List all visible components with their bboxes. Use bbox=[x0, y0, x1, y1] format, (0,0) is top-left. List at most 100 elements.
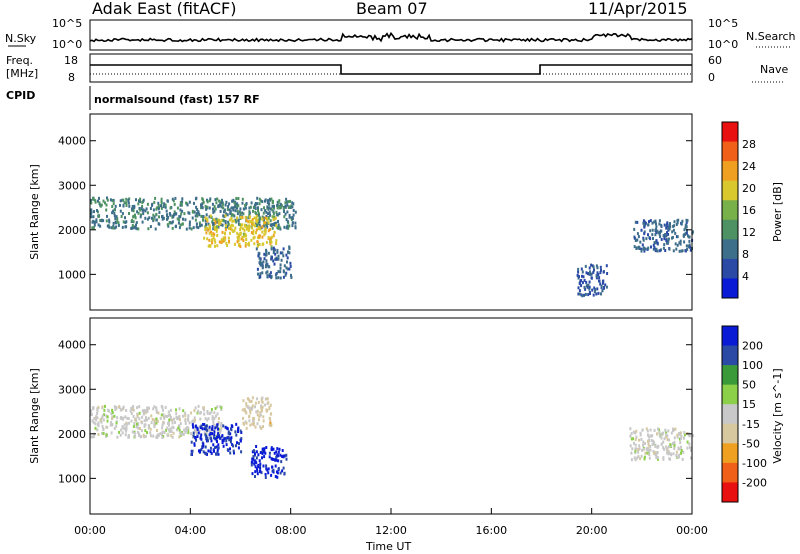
echo-cell bbox=[182, 414, 185, 418]
echo-cell bbox=[263, 455, 266, 459]
echo-cell bbox=[105, 414, 108, 418]
echo-cell bbox=[248, 227, 251, 230]
echo-cell bbox=[220, 427, 223, 430]
echo-cell bbox=[639, 457, 642, 461]
echo-cell bbox=[690, 456, 692, 460]
echo-cell bbox=[253, 242, 256, 246]
echo-cell bbox=[639, 431, 642, 435]
echo-cell bbox=[279, 202, 282, 206]
echo-cell bbox=[202, 406, 205, 410]
colorbar-band bbox=[722, 141, 738, 162]
echo-cell bbox=[281, 469, 284, 473]
echo-cell bbox=[266, 201, 269, 205]
echo-cell bbox=[216, 197, 219, 201]
echo-cell bbox=[280, 460, 283, 464]
echo-cell bbox=[169, 213, 172, 217]
echo-cell bbox=[192, 210, 195, 214]
power-ylabel: Slant Range [km] bbox=[28, 164, 41, 260]
echo-cell bbox=[252, 232, 255, 236]
echo-cell bbox=[271, 201, 274, 205]
echo-cell bbox=[177, 221, 180, 225]
echo-cell bbox=[237, 427, 239, 431]
colorbar-band bbox=[722, 278, 738, 299]
echo-cell bbox=[220, 200, 223, 204]
echo-cell bbox=[233, 242, 236, 246]
echo-cell bbox=[178, 428, 181, 432]
echo-cell bbox=[157, 207, 160, 211]
echo-cell bbox=[257, 206, 259, 210]
echo-cell bbox=[214, 220, 217, 224]
echo-cell bbox=[629, 427, 632, 431]
echo-cell bbox=[202, 450, 205, 454]
echo-cell bbox=[294, 221, 297, 225]
echo-cell bbox=[223, 215, 226, 218]
echo-cell bbox=[662, 440, 665, 444]
echo-cell bbox=[184, 417, 187, 421]
echo-cell bbox=[194, 406, 197, 410]
echo-cell bbox=[277, 220, 279, 223]
echo-cell bbox=[166, 414, 168, 418]
echo-cell bbox=[259, 469, 262, 473]
echo-cell bbox=[235, 197, 238, 200]
echo-cell bbox=[247, 229, 250, 232]
echo-cell bbox=[251, 404, 254, 408]
echo-cell bbox=[263, 449, 265, 453]
echo-cell bbox=[145, 207, 148, 211]
echo-cell bbox=[207, 417, 210, 421]
echo-cell bbox=[273, 206, 275, 210]
echo-cell bbox=[113, 214, 116, 218]
echo-cell bbox=[678, 455, 681, 459]
echo-cell bbox=[262, 464, 265, 468]
echo-cell bbox=[161, 215, 163, 218]
echo-cell bbox=[162, 408, 164, 412]
echo-cell bbox=[646, 451, 649, 455]
echo-cell bbox=[151, 216, 153, 220]
echo-cell bbox=[146, 202, 149, 206]
echo-cell bbox=[197, 226, 200, 230]
echo-cell bbox=[205, 430, 208, 434]
echo-cell bbox=[656, 457, 659, 461]
echo-cell bbox=[164, 203, 167, 207]
echo-cell bbox=[255, 214, 258, 218]
echo-cell bbox=[214, 198, 217, 202]
echo-cell bbox=[230, 213, 233, 216]
echo-cell bbox=[197, 409, 200, 413]
echo-cell bbox=[596, 287, 599, 291]
echo-cell bbox=[169, 206, 172, 210]
echo-cell bbox=[636, 456, 639, 460]
echo-cell bbox=[641, 428, 644, 432]
echo-cell bbox=[226, 207, 229, 211]
echo-cell bbox=[687, 234, 689, 238]
echo-cell bbox=[179, 418, 181, 422]
echo-cell bbox=[93, 221, 96, 225]
echo-cell bbox=[183, 212, 186, 216]
echo-cell bbox=[115, 421, 118, 425]
echo-cell bbox=[262, 415, 265, 419]
echo-cell bbox=[245, 421, 248, 425]
echo-cell bbox=[106, 415, 109, 419]
echo-cell bbox=[282, 466, 285, 470]
echo-cell bbox=[136, 414, 139, 417]
echo-cell bbox=[161, 430, 164, 434]
echo-cell bbox=[204, 219, 207, 223]
colorbar-band bbox=[722, 345, 738, 366]
echo-cell bbox=[116, 220, 119, 224]
echo-cell bbox=[279, 206, 282, 210]
echo-cell bbox=[200, 203, 202, 207]
echo-cell bbox=[153, 215, 156, 219]
echo-cell bbox=[578, 275, 580, 279]
echo-cell bbox=[101, 414, 104, 418]
echo-cell bbox=[241, 211, 244, 215]
echo-cell bbox=[256, 267, 259, 271]
echo-cell bbox=[212, 236, 215, 240]
echo-cell bbox=[99, 224, 102, 228]
echo-cell bbox=[654, 444, 657, 448]
echo-cell bbox=[244, 241, 247, 245]
echo-cell bbox=[262, 242, 265, 246]
y-tick-label: 4000 bbox=[58, 339, 86, 352]
echo-cell bbox=[270, 240, 273, 244]
echo-cell bbox=[586, 284, 588, 288]
echo-cell bbox=[636, 220, 639, 224]
echo-cell bbox=[204, 204, 207, 208]
